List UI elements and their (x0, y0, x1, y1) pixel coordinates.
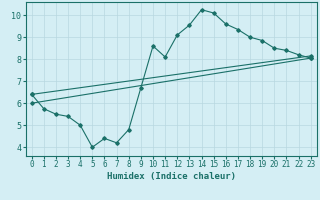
X-axis label: Humidex (Indice chaleur): Humidex (Indice chaleur) (107, 172, 236, 181)
